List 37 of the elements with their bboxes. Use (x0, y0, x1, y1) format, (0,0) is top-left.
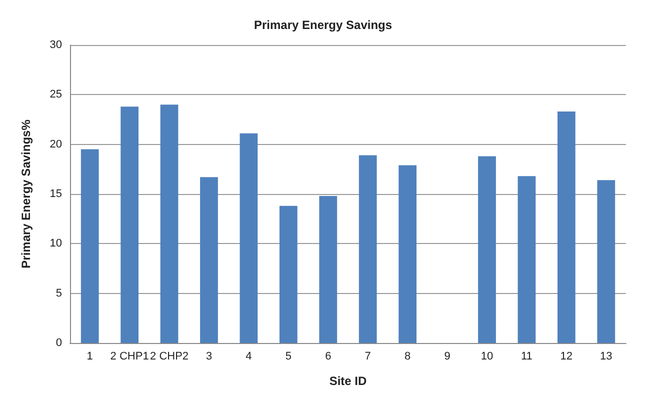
x-tick-label: 1 (86, 350, 93, 362)
bar (200, 177, 218, 343)
x-axis-title: Site ID (329, 374, 368, 388)
bar (319, 196, 338, 343)
x-tick-label: 8 (404, 350, 411, 362)
y-tick-label: 15 (50, 188, 62, 200)
y-tick-label: 30 (50, 39, 62, 51)
bar (240, 133, 258, 343)
x-tick-label: 5 (285, 350, 292, 362)
bar (557, 112, 576, 343)
bar (597, 180, 616, 343)
y-tick-label: 5 (56, 287, 62, 300)
y-tick-label: 25 (50, 88, 62, 101)
x-tick-label: 4 (246, 350, 252, 362)
y-tick-label: 0 (56, 337, 62, 349)
x-tick-label: 7 (364, 350, 371, 362)
bar (279, 206, 298, 343)
x-tick-label: 11 (521, 350, 532, 362)
x-tick-label: 3 (206, 350, 212, 362)
y-tick-label: 20 (50, 138, 62, 150)
y-axis-title: Primary Energy Savings% (19, 119, 33, 268)
x-tick-label: 10 (480, 350, 494, 362)
chart-title: Primary Energy Savings (254, 18, 392, 32)
bar (160, 104, 178, 343)
x-tick-label: 2 CHP2 (150, 350, 189, 362)
x-tick-label: 9 (444, 350, 450, 362)
bar (518, 176, 536, 343)
x-tick-label: 13 (600, 350, 612, 362)
y-tick-label: 10 (50, 238, 62, 250)
x-tick-label: 6 (325, 350, 332, 362)
bar (478, 156, 496, 343)
bar (80, 149, 99, 343)
x-tick-label: 12 (560, 350, 573, 362)
bar (398, 165, 417, 343)
bar (120, 106, 139, 343)
x-tick-label: 2 CHP1 (110, 350, 149, 362)
bar (358, 155, 377, 343)
